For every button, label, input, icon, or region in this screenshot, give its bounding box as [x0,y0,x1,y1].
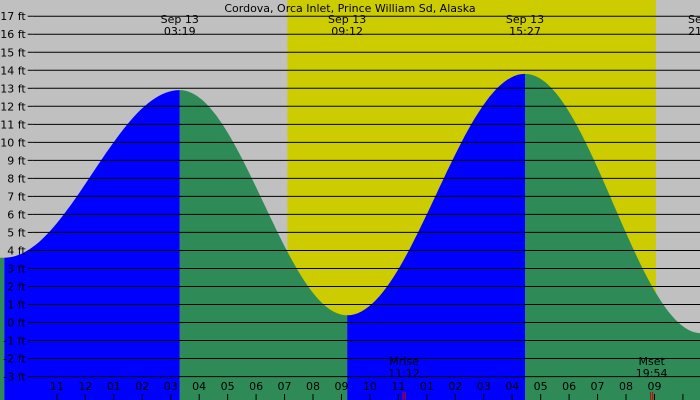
falling-tide-area [525,73,700,400]
y-tick-label: 7 ft [7,190,26,203]
gridline-layer [32,15,700,378]
y-tick-label: 12 ft [0,100,26,113]
x-tick-label: 08 [306,380,320,393]
y-tick-label: 9 ft [7,154,26,167]
x-tick-label: 03 [164,380,178,393]
rising-tide-area [347,73,525,400]
y-tick-label: 6 ft [7,208,26,221]
x-tick-label: 09 [334,380,348,393]
x-tick-label: 04 [505,380,519,393]
x-tick-label: 11 [391,380,405,393]
y-tick-label: -3 ft [3,371,26,384]
x-tick-label: 02 [448,380,462,393]
x-tick-label: 04 [192,380,206,393]
tide-event-time: 21 [688,25,700,38]
tide-event-date: Sep 13 [688,13,700,26]
x-tick-label: 08 [619,380,633,393]
x-tick-label: 07 [278,380,292,393]
moon-event-time: 19:54 [636,367,668,380]
tide-event-time: 03:19 [164,25,196,38]
tide-event-time: 15:27 [509,25,541,38]
falling-tide-area [0,257,5,400]
tide-event-date: Sep 13 [506,13,544,26]
x-tick-label: 06 [249,380,263,393]
x-tick-label: 06 [562,380,576,393]
x-tick-label: 10 [363,380,377,393]
y-tick-label: 10 ft [0,136,26,149]
y-tick-label: 13 ft [0,82,26,95]
x-tick-label: 12 [78,380,92,393]
y-tick-label: 15 ft [0,46,26,59]
x-tick-label: 09 [647,380,661,393]
y-tick-label: 0 ft [7,317,26,330]
moon-event-label: Mset [638,355,665,368]
y-tick-label: 11 ft [0,118,26,131]
tide-event-date: Sep 13 [161,13,199,26]
x-tick-label: 05 [221,380,235,393]
chart-title: Cordova, Orca Inlet, Prince William Sd, … [224,2,475,15]
x-tick-label: 05 [534,380,548,393]
x-tick-label: 01 [420,380,434,393]
moon-event-time: 11:12 [388,367,420,380]
y-tick-label: -1 ft [3,335,26,348]
y-tick-label: 17 ft [0,10,26,23]
x-tick-label: 01 [107,380,121,393]
tide-event-time: 09:12 [331,25,363,38]
y-tick-label: 5 ft [7,226,26,239]
y-tick-layer: -3 ft -2 ft -1 ft 0 ft 1 ft 2 ft 3 ft 4 ft 5 ft 6… [0,10,33,384]
x-tick-label: 03 [477,380,491,393]
y-tick-label: 8 ft [7,172,26,185]
x-tick-label: 11 [50,380,64,393]
y-tick-label: 3 ft [7,262,26,275]
tide-event-date: Sep 13 [328,13,366,26]
y-tick-label: 4 ft [7,244,26,257]
y-tick-label: -2 ft [3,353,26,366]
y-tick-label: 14 ft [0,64,26,77]
y-tick-label: 2 ft [7,280,26,293]
x-tick-label: 07 [591,380,605,393]
moon-event-label: Mrise [389,355,419,368]
y-tick-label: 1 ft [7,299,26,312]
x-tick-layer: 11 12 01 02 03 04 05 06 07 08 09 10 11 01 02 03 04 05 06 07… [50,380,684,400]
x-tick-label: 02 [135,380,149,393]
y-tick-label: 16 ft [0,28,26,41]
